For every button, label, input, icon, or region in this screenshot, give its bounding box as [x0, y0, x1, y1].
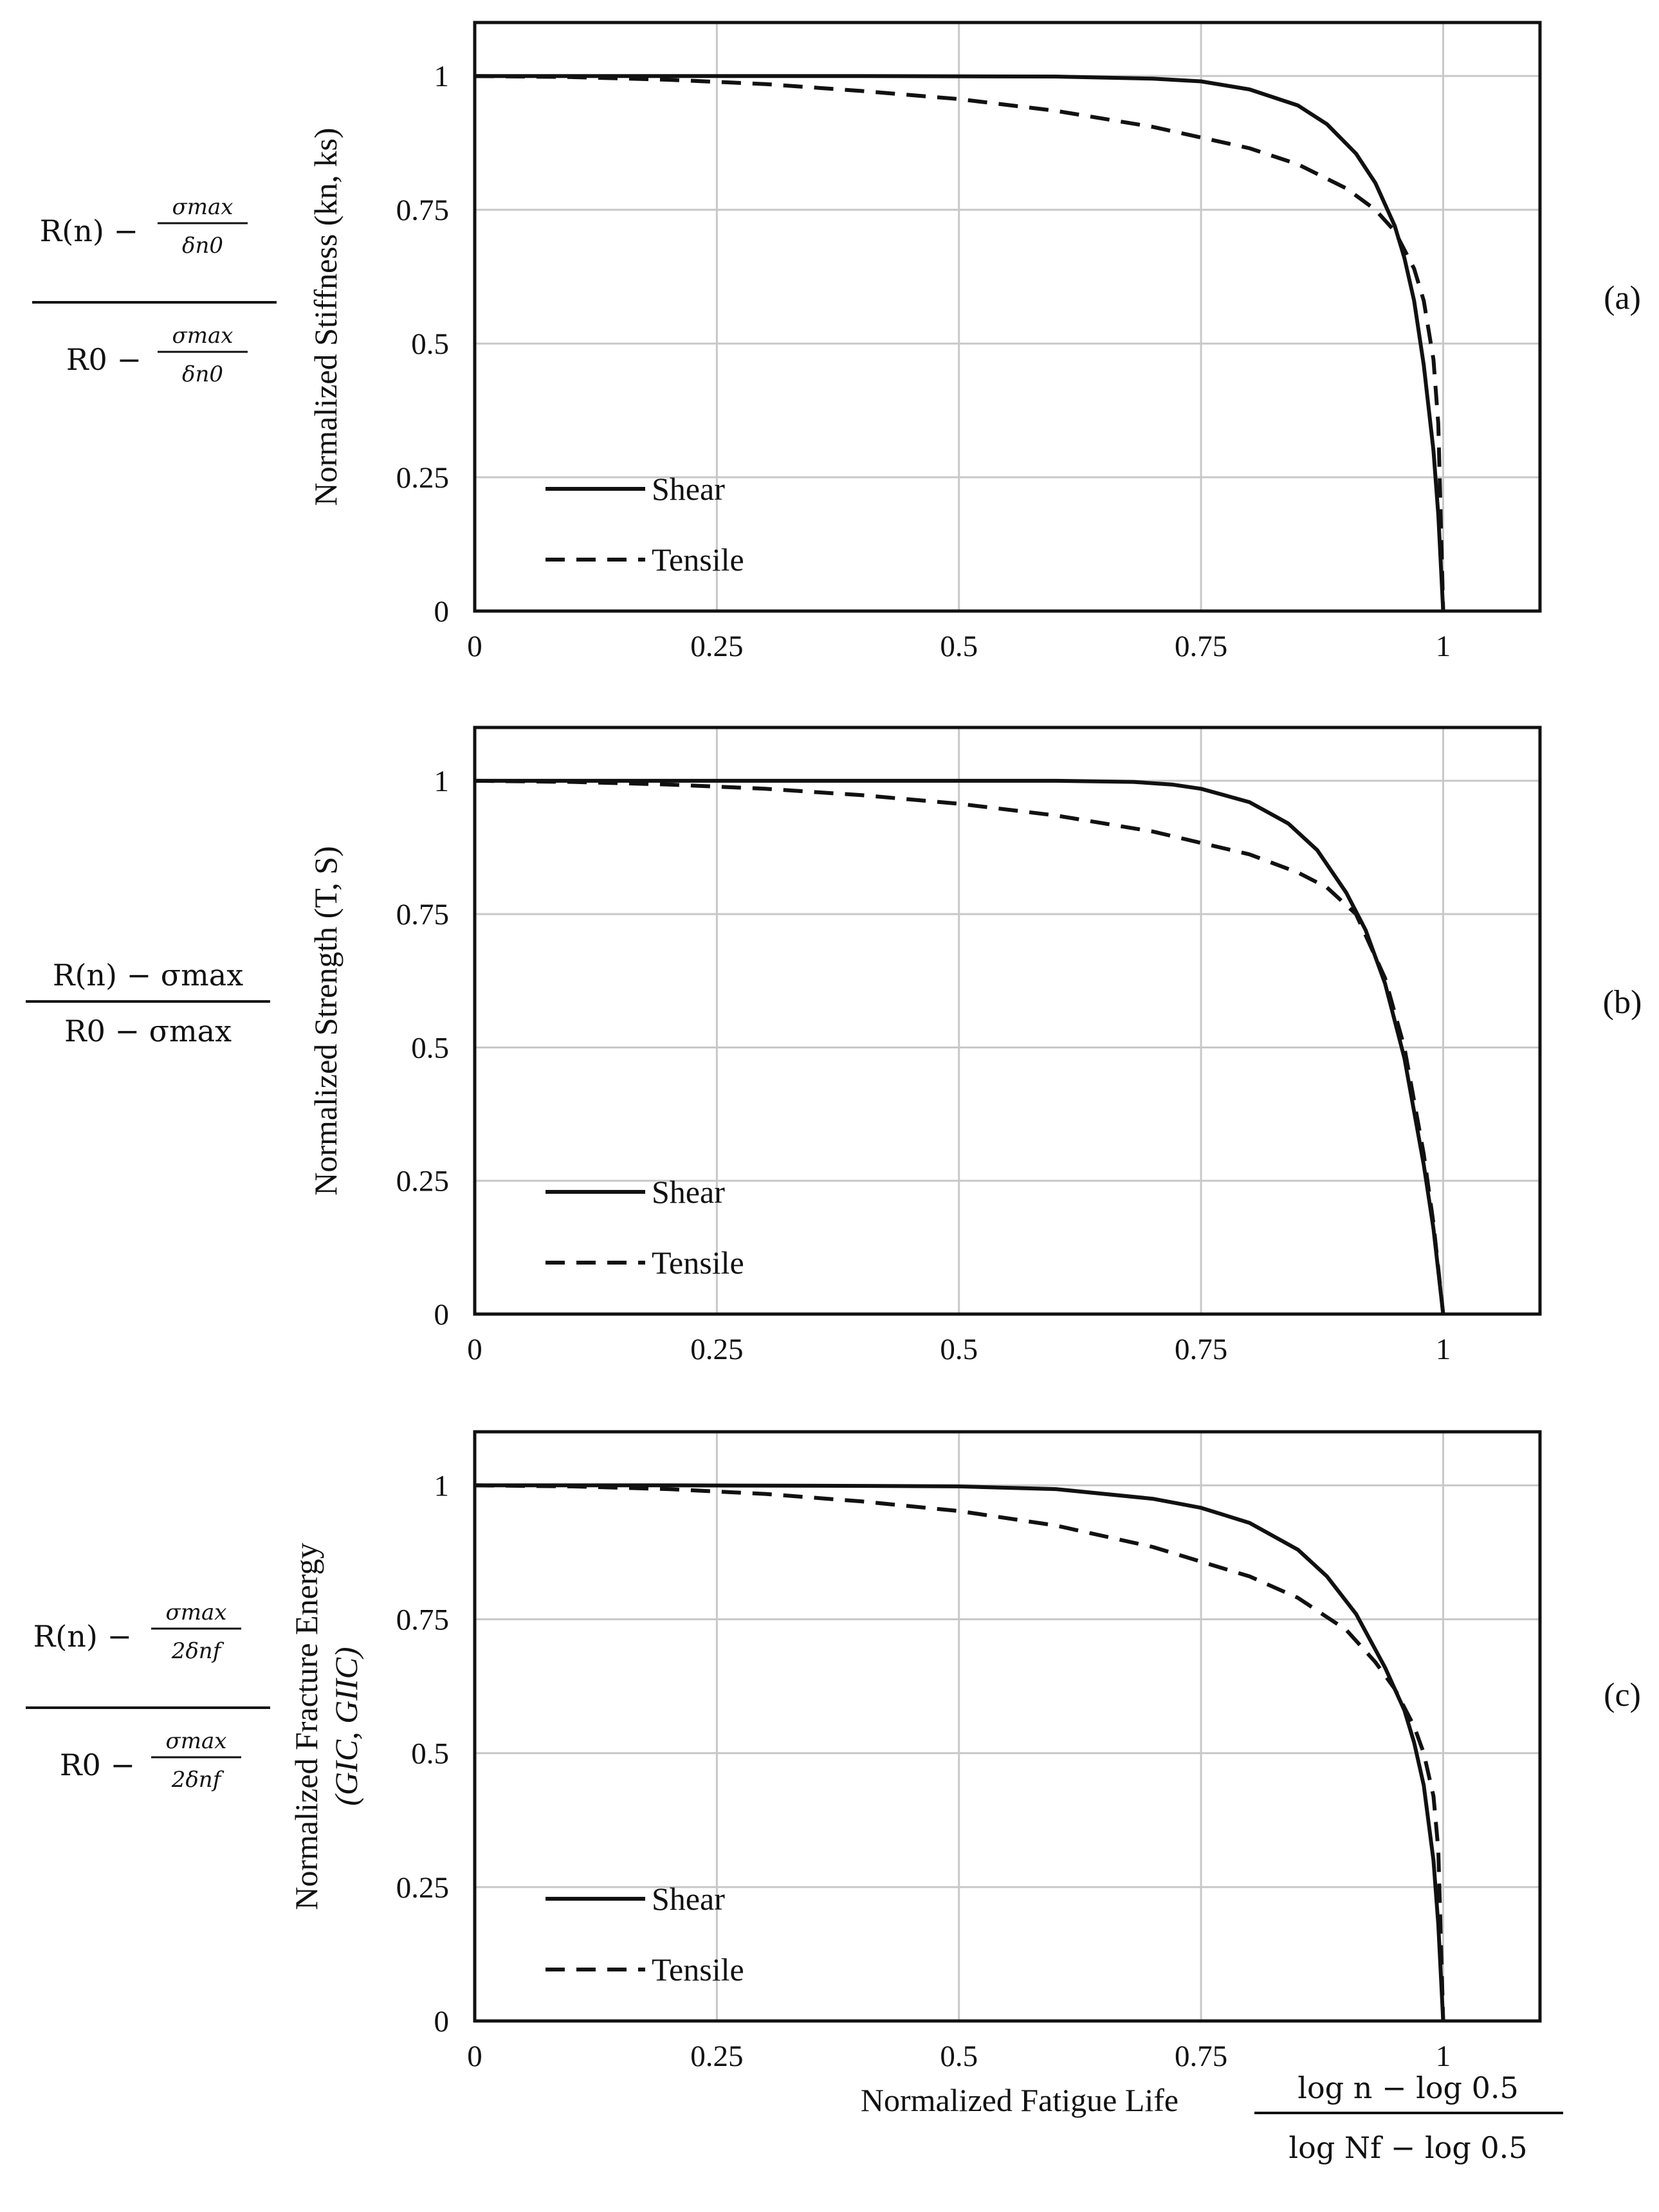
x-tick-label: 0 [467, 1333, 482, 1366]
formula-num-main: R(n) − [33, 1619, 132, 1654]
y-tick-label: 0.75 [396, 1603, 449, 1636]
formula: R(n) − σmax R0 − σmax [26, 958, 270, 1048]
formula-den-frac-bottom: 2δnf [171, 1767, 225, 1793]
series-line-shear [475, 74, 1445, 612]
plot-frame [473, 21, 1542, 613]
series-line-shear [475, 1483, 1445, 2022]
x-tick-label: 1 [1436, 2040, 1451, 2073]
formula-num-frac-top: σmax [166, 1600, 227, 1625]
formula-den-main: R0 − [60, 1748, 135, 1782]
x-formula-denominator: log Nf − log 0.5 [1288, 2130, 1527, 2165]
y-tick-label: 1 [434, 60, 450, 93]
chart-panel-b: 0 0.25 0.5 0.75 1 0 0.25 0.5 0.75 1 Normalized Str… [26, 726, 1642, 1366]
formula-denominator: R0 − σmax [64, 1014, 232, 1048]
formula-den-frac-top: σmax [172, 323, 234, 349]
x-tick-label: 0.75 [1175, 2040, 1227, 2073]
formula-den-frac-bottom: δn0 [182, 361, 223, 387]
legend-label-shear: Shear [652, 1881, 725, 1917]
y-tick-label: 1 [434, 765, 450, 798]
formula-numerator: R(n) − σmax [53, 958, 243, 992]
y-tick-label: 0.25 [396, 1165, 449, 1198]
chart-panel-c: 0 0.25 0.5 0.75 1 0 0.25 0.5 0.75 1 Normalized Fra… [26, 1430, 1641, 2165]
series-line-tensile [474, 778, 1445, 1315]
y-tick-label: 0 [434, 595, 450, 628]
formula-num-frac-bottom: 2δnf [171, 1638, 225, 1664]
plot-frame [473, 1430, 1542, 2023]
formula-num-frac-top: σmax [172, 194, 234, 220]
x-tick-label: 1 [1436, 630, 1451, 663]
formula-den-frac-top: σmax [166, 1728, 227, 1754]
legend-label-tensile: Tensile [652, 1951, 744, 1988]
x-tick-label: 1 [1436, 1333, 1451, 1366]
legend-label-shear: Shear [652, 1174, 725, 1210]
x-tick-label: 0.5 [940, 2040, 978, 2073]
y-tick-label: 0.25 [396, 461, 449, 495]
x-tick-label: 0.25 [690, 2040, 743, 2073]
x-tick-label: 0 [467, 2040, 482, 2073]
x-tick-label: 0.5 [940, 630, 978, 663]
y-tick-label: 0.5 [411, 1031, 449, 1065]
x-tick-label: 0.5 [940, 1333, 978, 1366]
y-axis-label: Normalized Stiffness (kn, ks) [307, 128, 344, 506]
x-tick-label: 0 [467, 630, 482, 663]
y-tick-label: 0.75 [396, 898, 449, 931]
chart-panel-a: 0 0.25 0.5 0.75 1 0 0.25 0.5 0.75 1 Normalized Sti… [32, 21, 1641, 663]
formula-num-main: R(n) − [40, 214, 138, 248]
x-tick-label: 0.75 [1175, 630, 1227, 663]
y-tick-label: 0.25 [396, 1871, 449, 1905]
y-tick-label: 0.5 [411, 327, 449, 361]
x-formula-numerator: log n − log 0.5 [1297, 2070, 1519, 2105]
series-line-tensile [474, 74, 1445, 612]
y-tick-label: 0 [434, 1298, 450, 1331]
y-tick-label: 0.75 [396, 194, 449, 227]
formula: R(n) − σmax 2δnf R0 − σmax 2δnf [26, 1600, 270, 1793]
panel-label: (a) [1604, 280, 1641, 316]
formula-den-main: R0 − [66, 342, 142, 377]
legend-label-shear: Shear [652, 471, 725, 507]
panel-label: (c) [1604, 1677, 1641, 1714]
plot-frame [473, 726, 1542, 1316]
y-axis-label-units: (GIC, GIIC) [328, 1647, 364, 1805]
x-axis-label: Normalized Fatigue Life [861, 2082, 1178, 2118]
legend-label-tensile: Tensile [652, 1245, 744, 1281]
x-tick-label: 0.75 [1175, 1333, 1227, 1366]
y-axis-label: Normalized Fracture Energy [288, 1542, 324, 1910]
y-tick-label: 0 [434, 2005, 450, 2038]
x-tick-label: 0.25 [690, 630, 743, 663]
panel-label: (b) [1603, 984, 1642, 1021]
x-tick-label: 0.25 [690, 1333, 743, 1366]
y-tick-label: 0.5 [411, 1737, 449, 1771]
formula-num-frac-bottom: δn0 [182, 233, 223, 259]
formula: R(n) − σmax δn0 R0 − σmax δn0 [32, 194, 277, 387]
legend-label-tensile: Tensile [652, 542, 744, 578]
y-axis-label: Normalized Strength (T, S) [307, 846, 344, 1195]
y-tick-label: 1 [434, 1469, 450, 1503]
series-line-tensile [474, 1483, 1445, 2022]
